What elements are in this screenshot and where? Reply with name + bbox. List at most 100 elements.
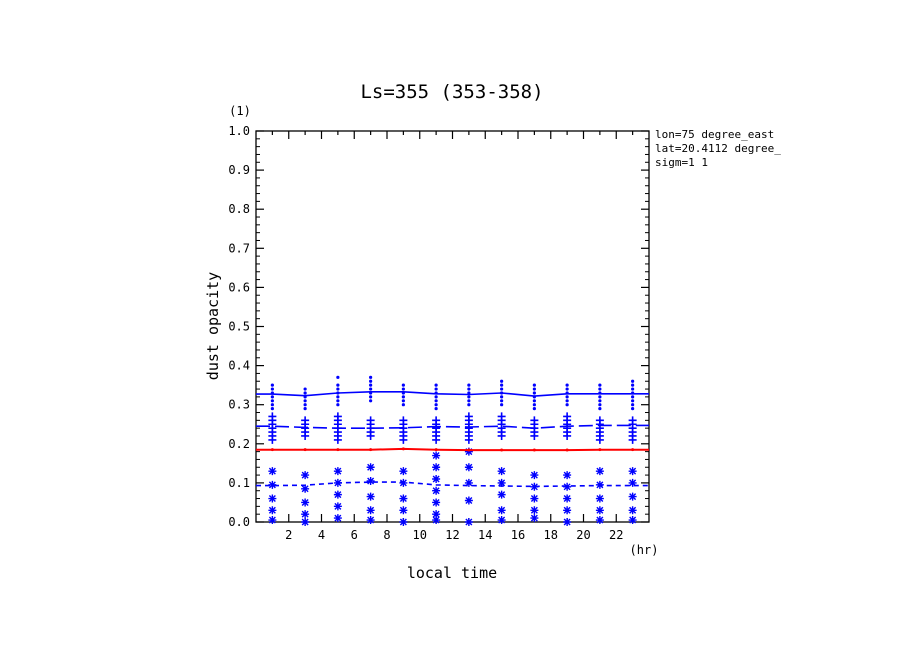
scatter-dot	[369, 399, 373, 403]
series-point-red	[532, 448, 536, 452]
x-tick-label: 18	[544, 528, 558, 542]
scatter-asterisk	[497, 490, 506, 499]
scatter-plus	[563, 431, 572, 440]
x-tick-label: 14	[478, 528, 492, 542]
scatter-dot	[500, 403, 504, 407]
scatter-dot	[500, 399, 504, 403]
scatter-asterisk	[563, 471, 572, 480]
scatter-dot	[565, 387, 569, 391]
scatter-asterisk	[464, 496, 473, 505]
scatter-dot	[532, 407, 536, 411]
x-tick-label: 4	[318, 528, 325, 542]
scatter-dot	[565, 383, 569, 387]
scatter-plus	[464, 435, 473, 444]
scatter-dot	[631, 399, 635, 403]
scatter-asterisk	[301, 510, 310, 519]
series-point-red	[434, 448, 438, 452]
scatter-dot	[598, 395, 602, 399]
scatter-dot	[500, 395, 504, 399]
y-tick-label: 0.3	[228, 398, 250, 412]
scatter-dot	[303, 399, 307, 403]
y-tick-label: 0.7	[228, 241, 250, 255]
scatter-dot	[369, 383, 373, 387]
scatter-plus	[268, 435, 277, 444]
scatter-asterisk	[628, 467, 637, 476]
scatter-dot	[336, 387, 340, 391]
x-tick-label: 2	[285, 528, 292, 542]
scatter-dot	[303, 407, 307, 411]
scatter-plus	[530, 431, 539, 440]
plot-area: 0.0 0.1 0.2 0.3 0.4 0.5 0.6 0.7 0.8 0.9 1.0 2 4 6 8 10 1…	[228, 124, 650, 542]
scatter-asterisk	[366, 463, 375, 472]
x-tick-label: 6	[351, 528, 358, 542]
scatter-dot	[434, 399, 438, 403]
scatter-dot	[532, 387, 536, 391]
scatter-dot	[631, 383, 635, 387]
scatter-asterisk	[268, 494, 277, 503]
scatter-dot	[434, 387, 438, 391]
scatter-dot	[631, 403, 635, 407]
scatter-dot	[532, 399, 536, 403]
scatter-asterisk	[268, 506, 277, 515]
scatter-dot	[565, 399, 569, 403]
scatter-dot	[369, 379, 373, 383]
scatter-asterisk	[595, 467, 604, 476]
scatter-asterisk	[595, 516, 604, 525]
scatter-asterisk	[563, 518, 572, 526]
scatter-dot	[631, 395, 635, 399]
scatter-asterisk	[268, 467, 277, 476]
scatter-asterisk	[628, 492, 637, 501]
scatter-plus	[497, 431, 506, 440]
y-tick-label: 0.9	[228, 163, 250, 177]
y-tick-label: 0.1	[228, 476, 250, 490]
y-tick-label: 0.8	[228, 202, 250, 216]
scatter-dot	[303, 403, 307, 407]
x-tick-label: 22	[609, 528, 623, 542]
y-tick-label: 0.5	[228, 320, 250, 334]
scatter-dot	[336, 383, 340, 387]
scatter-dot	[631, 387, 635, 391]
scatter-dot	[598, 387, 602, 391]
scatter-dot	[500, 387, 504, 391]
series-point-red	[270, 448, 274, 452]
scatter-dot	[598, 407, 602, 411]
y-tick-label: 1.0	[228, 124, 250, 138]
scatter-asterisk	[530, 506, 539, 515]
x-axis-label: local time	[407, 564, 497, 582]
scatter-dot	[467, 399, 471, 403]
scatter-plus	[399, 435, 408, 444]
y-tick-label: 0.4	[228, 359, 250, 373]
scatter-dot	[467, 387, 471, 391]
y-tick-label: 0.0	[228, 515, 250, 529]
plot-frame	[255, 130, 650, 523]
x-tick-label: 8	[383, 528, 390, 542]
x-tick-label: 10	[413, 528, 427, 542]
scatter-plus	[333, 435, 342, 444]
scatter-asterisk	[628, 516, 637, 525]
scatter-asterisk	[366, 506, 375, 515]
scatter-asterisk	[301, 471, 310, 480]
series-line-solid-red	[256, 447, 649, 452]
scatter-dot	[467, 395, 471, 399]
scatter-dot	[401, 387, 405, 391]
scatter-dot	[500, 383, 504, 387]
y-axis-label: dust opacity	[204, 272, 222, 380]
scatter-dot	[598, 383, 602, 387]
scatter-asterisk	[497, 516, 506, 525]
scatter-asterisk	[333, 502, 342, 511]
scatter-asterisk	[464, 518, 473, 526]
x-tick-label: 12	[445, 528, 459, 542]
scatter-plus	[301, 431, 310, 440]
info-sigm: sigm=1 1	[655, 156, 708, 169]
scatter-asterisk	[563, 506, 572, 515]
scatter-dot	[434, 383, 438, 387]
scatter-dot	[631, 407, 635, 411]
scatter-asterisk	[432, 451, 441, 460]
scatter-dot	[270, 395, 274, 399]
scatter-asterisk	[595, 506, 604, 515]
scatter-asterisk	[366, 516, 375, 525]
scatter-dot	[532, 391, 536, 395]
scatter-asterisk	[530, 482, 539, 491]
scatter-dot	[401, 383, 405, 387]
